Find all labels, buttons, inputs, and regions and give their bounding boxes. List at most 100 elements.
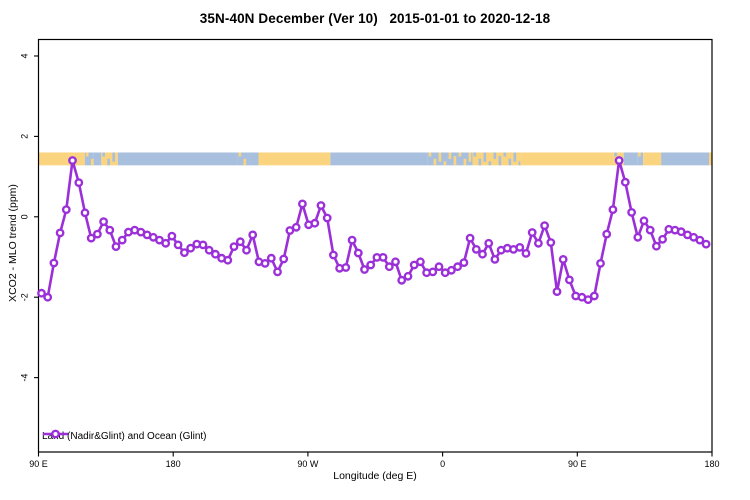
surface-band-speckle <box>443 161 447 166</box>
y-tick-label: -4 <box>20 374 30 382</box>
surface-band-speckle <box>503 152 507 157</box>
data-point-marker <box>198 240 208 250</box>
surface-band-mixed-segment <box>84 152 94 166</box>
data-point-marker <box>223 255 233 265</box>
surface-band-speckle <box>107 158 110 166</box>
x-tick-label: 180 <box>704 459 719 469</box>
data-point-marker <box>310 218 320 228</box>
data-point-marker <box>347 235 357 245</box>
data-point-marker <box>322 213 332 223</box>
surface-band-speckle <box>614 152 617 157</box>
data-point-marker <box>565 275 574 285</box>
data-point-marker <box>328 250 338 260</box>
surface-band-mixed-segment <box>237 152 250 166</box>
surface-band-speckle <box>468 152 472 162</box>
x-tick-label: 90 E <box>29 459 48 469</box>
data-point-marker <box>80 208 90 218</box>
data-point-marker <box>37 288 46 298</box>
data-point-marker <box>534 238 543 248</box>
data-point-marker <box>68 156 77 165</box>
data-point-marker <box>527 228 537 237</box>
legend-label: Land (Nadir&Glint) and Ocean (Glint) <box>42 430 207 442</box>
data-point-marker <box>186 243 196 253</box>
data-point-marker <box>297 199 307 209</box>
surface-band-speckle <box>90 158 94 166</box>
surface-band-speckle <box>473 152 477 157</box>
data-point-marker <box>111 242 121 252</box>
data-point-marker <box>627 207 636 217</box>
data-point-marker <box>93 229 102 239</box>
data-point-marker <box>415 257 425 267</box>
data-point-marker <box>552 287 562 296</box>
data-point-marker <box>378 252 388 262</box>
data-point-marker <box>273 267 282 277</box>
data-point-marker <box>260 258 270 268</box>
data-point-marker <box>353 248 363 258</box>
surface-band-land-segment <box>258 152 331 166</box>
surface-band-speckle <box>448 152 452 160</box>
plot-border <box>37 38 713 453</box>
x-tick-label: 90 W <box>297 459 319 469</box>
surface-band-ocean-segment <box>249 152 259 166</box>
surface-band-speckle <box>513 152 517 162</box>
data-point-marker <box>360 265 369 274</box>
data-point-marker <box>266 253 276 263</box>
y-tick-label: 4 <box>20 53 30 58</box>
y-tick-label: 0 <box>20 214 30 219</box>
surface-band-speckle <box>428 152 432 157</box>
x-axis-title: Longitude (deg E) <box>333 470 417 482</box>
data-point-marker <box>366 260 376 270</box>
data-point-marker <box>341 263 351 272</box>
surface-band-land-segment <box>643 152 662 166</box>
data-point-marker <box>459 258 469 267</box>
data-point-marker <box>620 177 630 187</box>
data-point-marker <box>596 258 605 268</box>
data-point-marker <box>161 238 171 248</box>
data-point-marker <box>639 216 649 226</box>
data-point-marker <box>676 227 686 237</box>
data-point-marker <box>465 233 475 243</box>
data-point-marker <box>248 230 258 240</box>
data-point-marker <box>55 228 65 238</box>
surface-band-speckle <box>498 156 502 166</box>
x-tick-label: 180 <box>166 459 181 469</box>
surface-band-ocean-segment <box>330 152 428 166</box>
data-point-marker <box>428 267 438 277</box>
data-point-marker <box>446 265 456 275</box>
surface-band-mixed-segment <box>637 152 644 166</box>
data-point-marker <box>316 201 326 210</box>
data-point-marker <box>49 258 59 268</box>
surface-band-land-segment <box>520 152 614 166</box>
y-axis-title: XCO2 - MLO trend (ppm) <box>7 184 19 302</box>
surface-band-speckle <box>453 156 457 166</box>
data-point-marker <box>546 238 556 247</box>
data-point-marker <box>291 222 301 232</box>
data-point-marker <box>242 245 251 255</box>
surface-band-speckle <box>243 158 247 166</box>
data-point-marker <box>521 248 531 258</box>
data-point-marker <box>484 238 494 248</box>
data-point-marker <box>235 237 245 247</box>
surface-band-speckle <box>433 158 437 166</box>
surface-band-speckle <box>102 152 105 157</box>
data-point-marker <box>105 225 115 235</box>
data-point-marker <box>614 156 624 165</box>
surface-band-ocean-segment <box>623 152 638 166</box>
data-point-marker <box>384 262 394 272</box>
data-point-marker <box>167 231 177 241</box>
surface-band-speckle <box>483 152 487 162</box>
surface-band-speckle <box>638 152 641 157</box>
x-tick-label: 90 E <box>568 459 587 469</box>
data-point-marker <box>117 235 127 245</box>
surface-band-land-segment <box>38 152 85 166</box>
data-point-marker <box>173 240 183 250</box>
surface-band-speckle <box>518 161 521 166</box>
data-point-marker <box>515 242 525 252</box>
data-point-marker <box>558 254 568 264</box>
data-point-marker <box>99 217 109 227</box>
data-point-marker <box>403 271 413 281</box>
data-point-marker <box>540 221 549 231</box>
data-point-marker <box>602 229 612 239</box>
